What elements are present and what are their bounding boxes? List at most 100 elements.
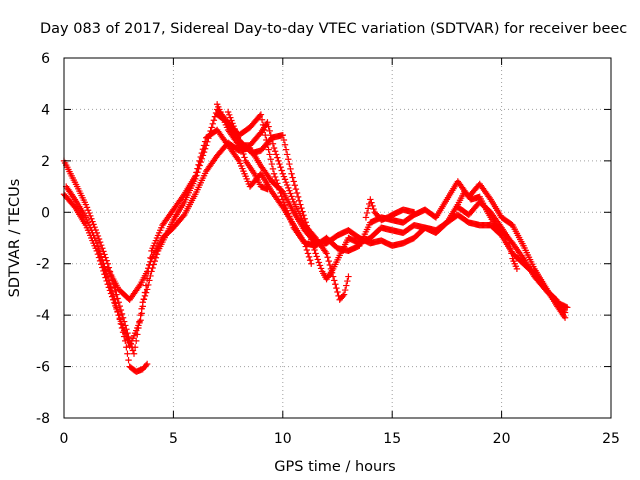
data-point bbox=[304, 250, 312, 257]
data-point bbox=[99, 264, 106, 271]
data-point bbox=[262, 131, 269, 139]
data-point bbox=[506, 239, 513, 247]
data-point bbox=[276, 160, 283, 168]
data-point bbox=[266, 151, 273, 158]
x-tick-label: 10 bbox=[274, 431, 292, 447]
data-point bbox=[340, 291, 348, 298]
data-point bbox=[84, 207, 92, 214]
data-point bbox=[287, 216, 294, 223]
data-point bbox=[90, 221, 97, 228]
data-point bbox=[273, 151, 280, 158]
data-point bbox=[302, 243, 309, 250]
data-point bbox=[290, 178, 297, 185]
data-point bbox=[289, 174, 296, 181]
data-point bbox=[256, 112, 264, 120]
plot-frame bbox=[63, 57, 612, 419]
data-point bbox=[339, 292, 347, 300]
y-tick-label: -4 bbox=[36, 308, 50, 324]
data-point bbox=[507, 245, 514, 252]
data-point bbox=[131, 344, 139, 351]
data-point bbox=[180, 212, 187, 220]
data-point bbox=[201, 138, 209, 145]
data-point bbox=[287, 190, 294, 197]
data-point bbox=[139, 303, 146, 310]
data-point bbox=[137, 317, 144, 324]
data-point bbox=[280, 199, 288, 206]
data-point bbox=[208, 124, 215, 131]
data-point bbox=[97, 261, 105, 268]
data-point bbox=[152, 254, 160, 261]
data-point bbox=[265, 123, 272, 130]
data-point bbox=[280, 173, 288, 180]
data-point bbox=[277, 189, 284, 197]
data-point bbox=[87, 212, 94, 220]
data-point bbox=[124, 350, 131, 357]
data-point bbox=[263, 136, 270, 144]
data-point bbox=[306, 257, 314, 264]
data-point bbox=[270, 144, 278, 152]
data-point bbox=[197, 153, 204, 161]
data-point bbox=[289, 221, 296, 229]
data-point bbox=[370, 205, 377, 213]
data-point bbox=[122, 330, 129, 337]
data-point bbox=[292, 185, 300, 193]
data-point bbox=[325, 257, 332, 265]
data-point bbox=[104, 281, 111, 288]
data-point bbox=[198, 149, 206, 157]
data-point bbox=[238, 143, 245, 151]
data-point bbox=[240, 150, 247, 158]
data-points bbox=[60, 101, 571, 375]
data-point bbox=[107, 290, 115, 297]
data-point bbox=[114, 308, 121, 316]
data-point bbox=[341, 286, 349, 294]
data-point bbox=[192, 173, 199, 180]
data-point bbox=[141, 289, 149, 296]
data-point bbox=[331, 277, 338, 284]
data-point bbox=[276, 186, 283, 193]
data-point bbox=[264, 119, 271, 126]
data-point bbox=[195, 161, 202, 168]
data-point bbox=[275, 157, 282, 165]
data-point bbox=[225, 111, 233, 119]
data-point bbox=[129, 347, 137, 354]
data-point bbox=[268, 160, 276, 168]
data-point bbox=[196, 157, 203, 165]
data-point bbox=[115, 311, 122, 319]
x-tick-label: 5 bbox=[169, 431, 178, 447]
data-point bbox=[281, 141, 289, 148]
x-tick-label: 15 bbox=[383, 431, 401, 447]
data-point bbox=[108, 293, 116, 300]
data-point bbox=[269, 165, 277, 173]
data-point bbox=[289, 195, 296, 203]
data-point bbox=[102, 274, 109, 281]
data-point bbox=[286, 160, 293, 168]
data-point bbox=[228, 117, 235, 124]
y-tick-label: 6 bbox=[41, 51, 50, 67]
data-point bbox=[124, 336, 131, 344]
data-point bbox=[286, 187, 293, 194]
data-point bbox=[230, 122, 237, 130]
data-point bbox=[146, 261, 153, 268]
data-point bbox=[257, 111, 265, 118]
data-point bbox=[85, 209, 93, 217]
data-point bbox=[275, 183, 282, 190]
data-point bbox=[234, 134, 242, 141]
data-point bbox=[281, 201, 289, 209]
data-point bbox=[271, 173, 279, 181]
data-point bbox=[308, 260, 315, 267]
data-point bbox=[367, 196, 374, 203]
x-axis-label: GPS time / hours bbox=[274, 459, 395, 475]
data-point bbox=[279, 170, 286, 177]
series-track-8 bbox=[454, 198, 521, 273]
y-tick-label: 4 bbox=[41, 102, 50, 118]
data-point bbox=[561, 314, 569, 321]
data-point bbox=[233, 131, 241, 138]
series-track-7 bbox=[224, 108, 271, 193]
data-point bbox=[125, 356, 132, 364]
data-point bbox=[140, 296, 148, 303]
data-point bbox=[232, 128, 239, 135]
data-point bbox=[278, 193, 285, 200]
data-point bbox=[279, 196, 286, 203]
data-point bbox=[294, 193, 302, 201]
data-point bbox=[283, 181, 291, 189]
